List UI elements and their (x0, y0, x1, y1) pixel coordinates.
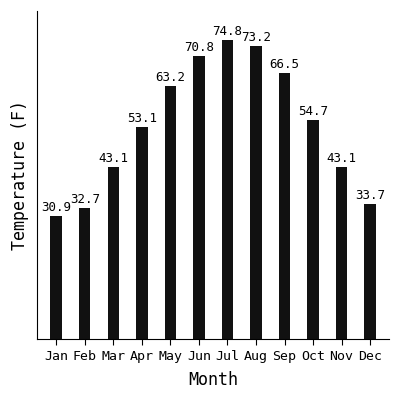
Text: 43.1: 43.1 (327, 152, 357, 165)
Bar (222, 40, 233, 339)
Text: 32.7: 32.7 (70, 193, 100, 206)
Text: 73.2: 73.2 (241, 31, 271, 44)
Text: 54.7: 54.7 (298, 105, 328, 118)
Bar (250, 46, 262, 339)
Text: 66.5: 66.5 (270, 58, 300, 71)
Text: 74.8: 74.8 (212, 25, 242, 38)
Bar (307, 120, 319, 339)
Bar (165, 86, 176, 339)
Bar (50, 216, 62, 339)
Y-axis label: Temperature (F): Temperature (F) (11, 100, 29, 250)
Bar (136, 127, 148, 339)
X-axis label: Month: Month (188, 371, 238, 389)
Bar (364, 204, 376, 339)
Bar (336, 167, 347, 339)
Text: 53.1: 53.1 (127, 112, 157, 125)
Bar (108, 167, 119, 339)
Bar (279, 73, 290, 339)
Text: 33.7: 33.7 (355, 189, 385, 202)
Bar (79, 208, 90, 339)
Text: 43.1: 43.1 (98, 152, 128, 165)
Text: 63.2: 63.2 (155, 71, 185, 84)
Text: 70.8: 70.8 (184, 41, 214, 54)
Text: 30.9: 30.9 (41, 200, 71, 214)
Bar (193, 56, 205, 339)
